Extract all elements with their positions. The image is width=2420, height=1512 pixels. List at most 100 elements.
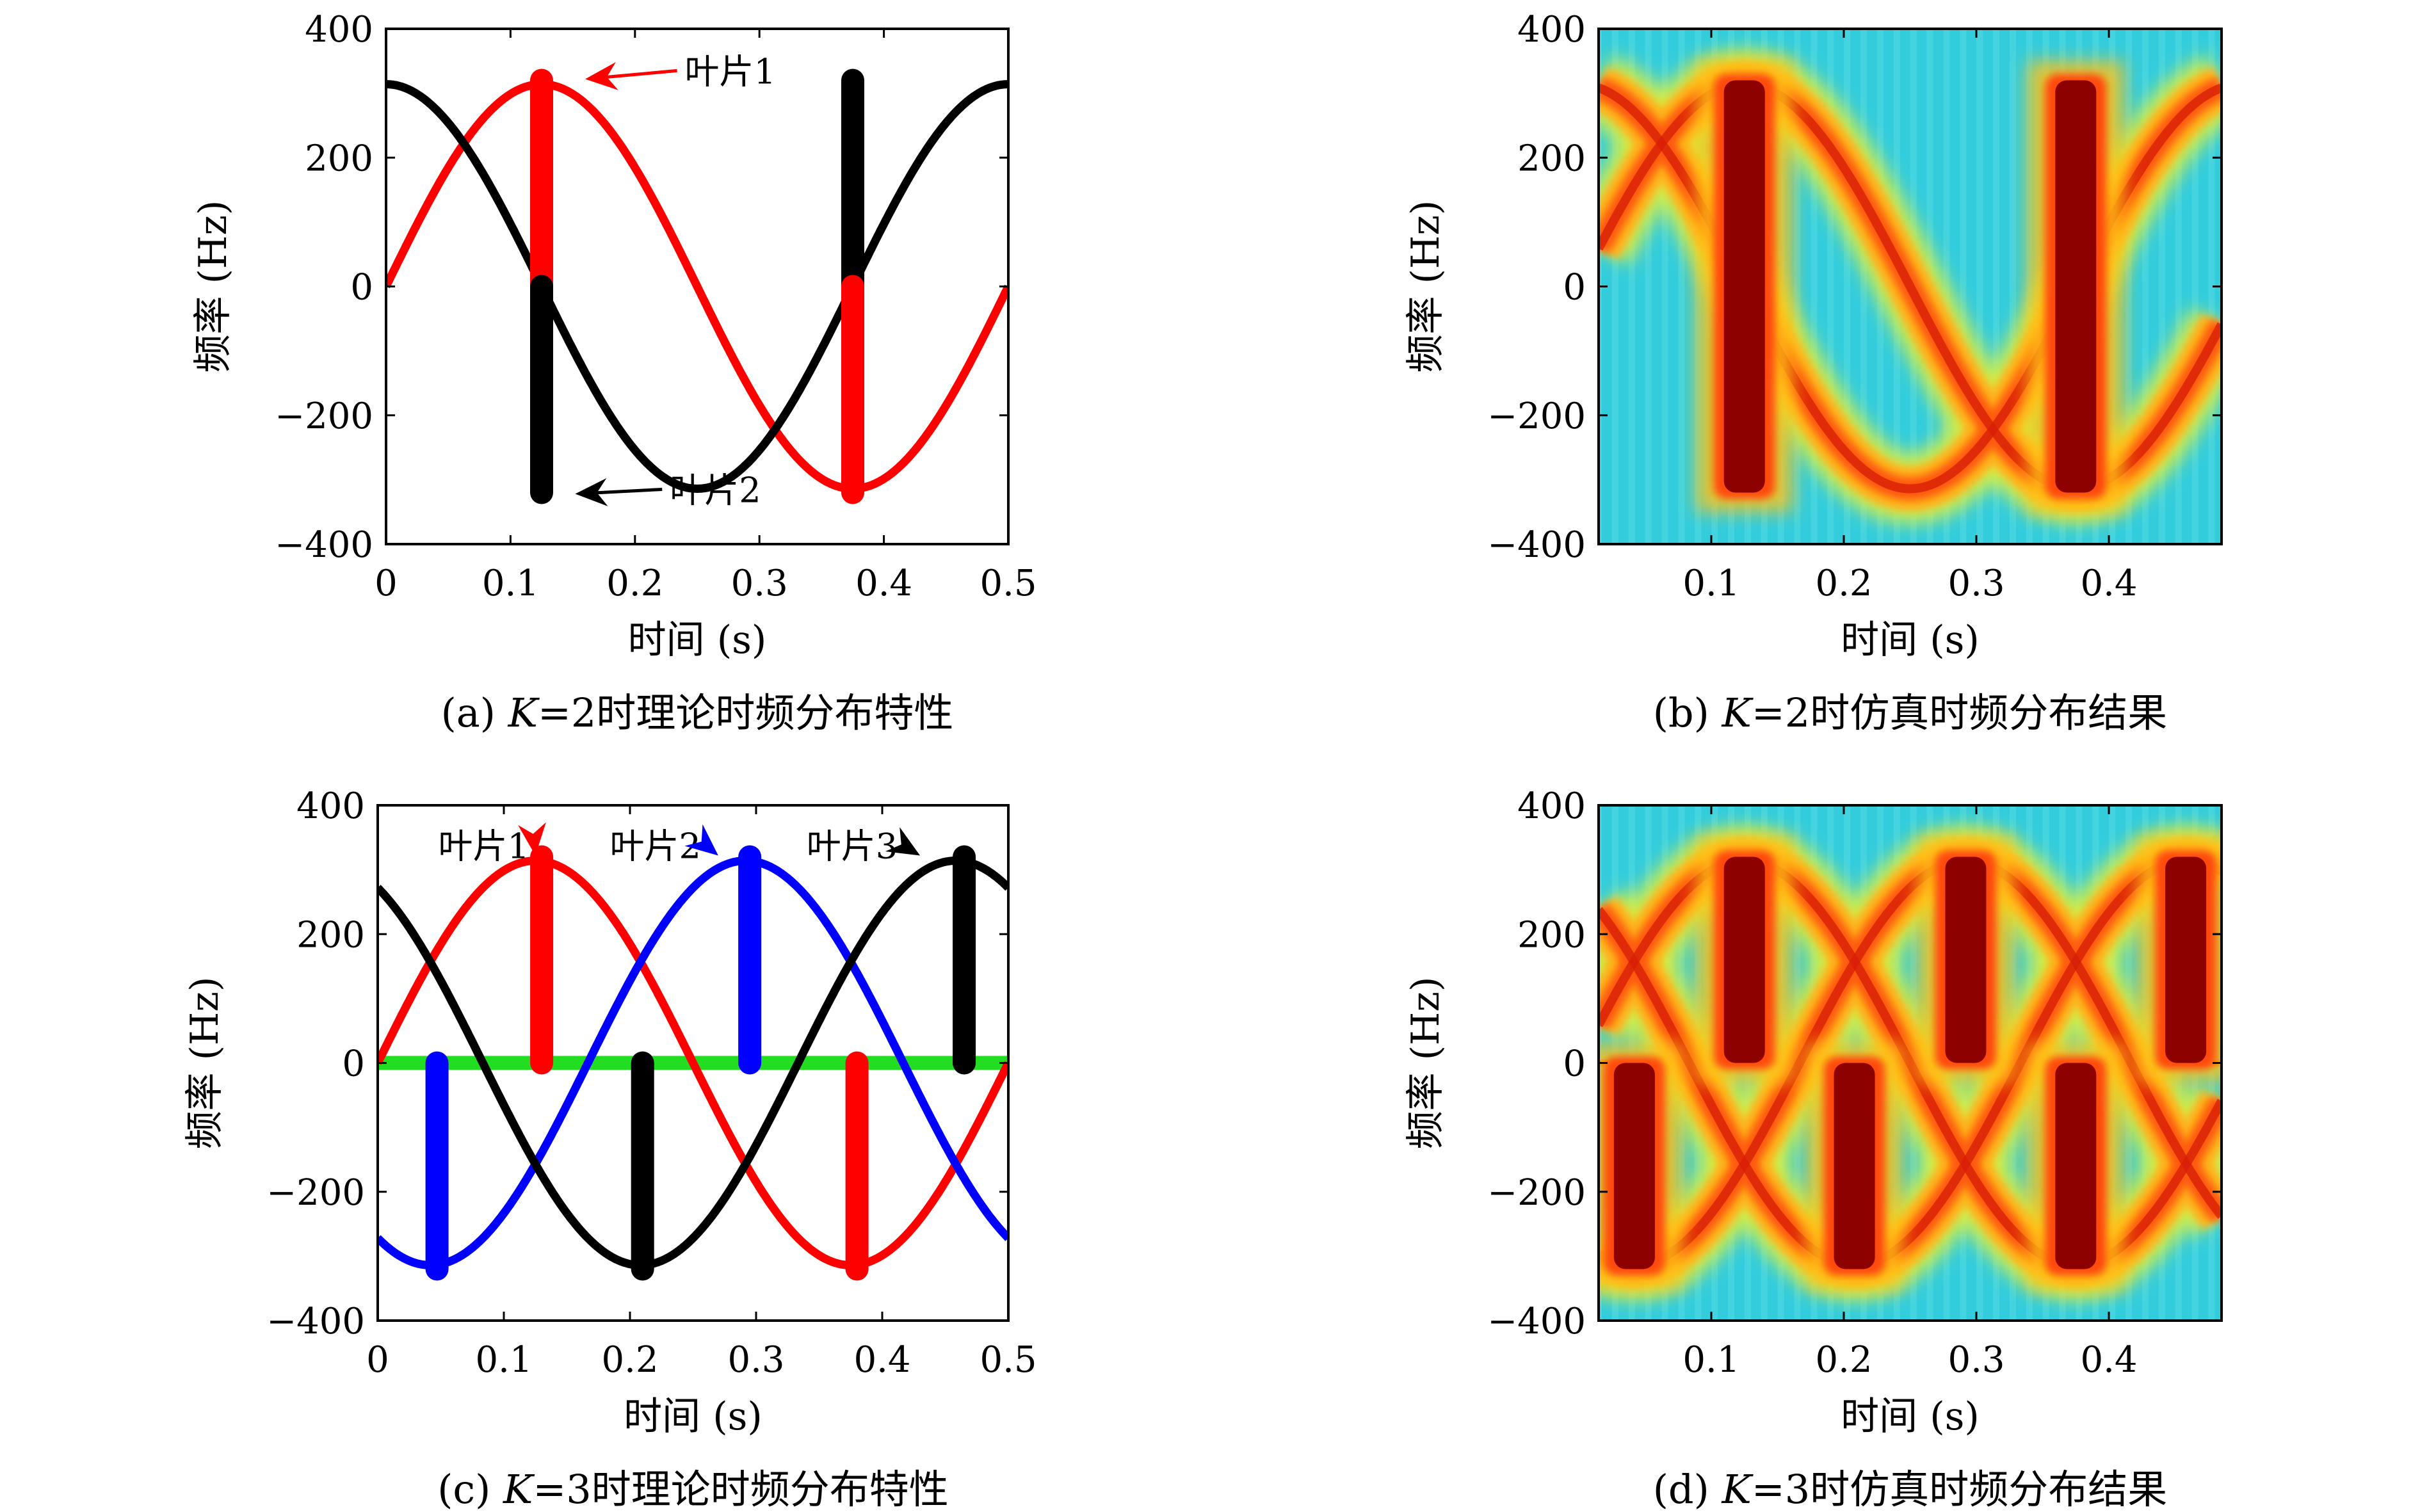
y-tick-label: −400 xyxy=(266,1301,365,1342)
caption-letter: (a) xyxy=(441,689,508,736)
y-tick-label: 400 xyxy=(1517,785,1586,827)
annotation-arrow-2 xyxy=(594,487,663,495)
series-line-1 xyxy=(386,80,1008,493)
caption-letter: (c) xyxy=(437,1466,503,1512)
panel-caption: (c) K=3时理论时频分布特性 xyxy=(437,1466,949,1512)
x-tick-label: 0.4 xyxy=(2081,563,2138,604)
x-tick-label: 0.3 xyxy=(1948,563,2005,604)
y-tick-label: 200 xyxy=(305,138,373,179)
y-tick-label: 200 xyxy=(296,914,365,956)
y-tick-label: 0 xyxy=(1563,267,1586,309)
panel-caption: (a) K=2时理论时频分布特性 xyxy=(441,689,954,736)
heatmap-band-3 xyxy=(1834,1063,1875,1269)
x-tick-label: 0 xyxy=(366,1339,389,1381)
annotation-label-3: 叶片3 xyxy=(807,826,898,866)
y-tick-label: −200 xyxy=(266,1172,365,1214)
caption-italic: K xyxy=(508,689,540,736)
caption-text: =3时仿真时频分布结果 xyxy=(1752,1466,2167,1512)
x-tick-label: 0.4 xyxy=(2081,1339,2138,1381)
plot-frame xyxy=(1597,804,2223,1322)
caption-text: =2时理论时频分布特性 xyxy=(538,689,953,736)
heatmap-band-2 xyxy=(2055,80,2097,493)
y-tick-label: −400 xyxy=(1487,1301,1586,1342)
caption-italic: K xyxy=(1722,689,1754,736)
panel-caption: (b) K=2时仿真时频分布结果 xyxy=(1653,689,2168,736)
y-axis-label: 频率 (Hz) xyxy=(1403,200,1448,373)
y-tick-label: −200 xyxy=(1487,1172,1586,1214)
heatmap-band-2 xyxy=(1723,857,1765,1063)
panel-caption: (d) K=3时仿真时频分布结果 xyxy=(1653,1466,2168,1512)
x-tick-label: 0.1 xyxy=(1682,1339,1739,1381)
y-tick-label: 200 xyxy=(1517,138,1586,179)
panel-d: 0.1 0.2 0.3 0.4 −400 −200 0 200 400 时间 (s) 频率 (Hz)… xyxy=(1403,785,2223,1512)
x-tick-label: 0.4 xyxy=(855,563,912,604)
y-tick-label: 400 xyxy=(1517,9,1586,51)
y-axis-label: 频率 (Hz) xyxy=(182,977,227,1150)
heatmap-band-6 xyxy=(2165,857,2207,1063)
x-tick-label: 0.3 xyxy=(727,1339,784,1381)
annotation-label-1: 叶片1 xyxy=(685,51,776,92)
x-axis-label: 时间 (s) xyxy=(628,618,767,663)
panel-b: 0.1 0.2 0.3 0.4 −400 −200 0 200 400 时间 (s) 频率 (Hz)… xyxy=(1403,9,2223,736)
plot-area xyxy=(378,805,1008,1321)
x-tick-label: 0.2 xyxy=(601,1339,658,1381)
y-tick-label: −200 xyxy=(275,396,373,437)
annotation-arrowhead-1 xyxy=(518,822,546,856)
y-tick-label: −400 xyxy=(275,524,373,566)
x-tick-label: 0.2 xyxy=(1815,563,1872,604)
annotation-label-1: 叶片1 xyxy=(439,826,529,866)
heatmap-band-4 xyxy=(1945,857,1987,1063)
y-tick-label: 0 xyxy=(350,267,373,309)
heatmap-area xyxy=(1599,29,2222,544)
y-tick-label: −400 xyxy=(1487,524,1586,566)
heatmap-band-1 xyxy=(1723,80,1765,493)
annotation-arrowhead-2 xyxy=(575,478,608,506)
plot-frame xyxy=(376,804,1010,1322)
x-tick-label: 0.1 xyxy=(1682,563,1739,604)
series-line-1 xyxy=(378,857,1008,1269)
annotation-arrowhead-2 xyxy=(684,824,718,856)
x-tick-label: 0 xyxy=(375,563,398,604)
y-tick-label: 400 xyxy=(305,9,373,51)
y-tick-label: 0 xyxy=(1563,1043,1586,1085)
heatmap-curve-2 xyxy=(1599,856,2222,1270)
x-tick-label: 0.5 xyxy=(980,1339,1037,1381)
x-tick-label: 0.4 xyxy=(853,1339,910,1381)
heatmap-band-5 xyxy=(2055,1063,2097,1269)
x-axis-label: 时间 (s) xyxy=(1841,618,1980,663)
x-tick-label: 0.3 xyxy=(1948,1339,2005,1381)
y-axis-label: 频率 (Hz) xyxy=(1403,977,1448,1150)
series-line-2 xyxy=(386,80,1008,493)
series-line-3 xyxy=(378,857,1008,1269)
caption-text: =2时仿真时频分布结果 xyxy=(1752,689,2167,736)
caption-italic: K xyxy=(1722,1466,1754,1512)
series-line-2 xyxy=(378,857,1008,1269)
caption-letter: (b) xyxy=(1653,689,1722,736)
x-tick-label: 0.2 xyxy=(606,563,663,604)
heatmap-curve-3 xyxy=(1599,856,2222,1270)
plot-frame xyxy=(1597,28,2223,545)
annotation-arrow-1 xyxy=(604,68,677,79)
plot-area xyxy=(386,29,1008,544)
panel-c: 0 0.1 0.2 0.3 0.4 0.5 −400 −200 0 200 400 时间 (s) 频率 … xyxy=(182,785,1037,1512)
x-tick-label: 0.1 xyxy=(475,1339,532,1381)
heatmap-area xyxy=(1599,805,2222,1321)
x-axis-label: 时间 (s) xyxy=(1841,1394,1980,1439)
x-tick-label: 0.5 xyxy=(980,563,1037,604)
y-tick-label: 200 xyxy=(1517,914,1586,956)
plot-frame xyxy=(385,28,1010,545)
caption-text: =3时理论时频分布特性 xyxy=(533,1466,948,1512)
y-tick-label: 400 xyxy=(296,785,365,827)
y-tick-label: 0 xyxy=(342,1043,365,1085)
y-axis-label: 频率 (Hz) xyxy=(191,200,236,373)
annotation-label-2: 叶片2 xyxy=(670,470,761,510)
panel-a: 0 0.1 0.2 0.3 0.4 0.5 −400 −200 0 200 400 时间 (s) 频率 … xyxy=(191,9,1037,736)
caption-italic: K xyxy=(503,1466,535,1512)
caption-letter: (d) xyxy=(1653,1466,1722,1512)
y-tick-label: −200 xyxy=(1487,396,1586,437)
annotation-arrowhead-1 xyxy=(585,62,618,90)
annotation-arrowhead-3 xyxy=(885,827,921,856)
x-tick-label: 0.3 xyxy=(731,563,788,604)
x-tick-label: 0.1 xyxy=(482,563,539,604)
